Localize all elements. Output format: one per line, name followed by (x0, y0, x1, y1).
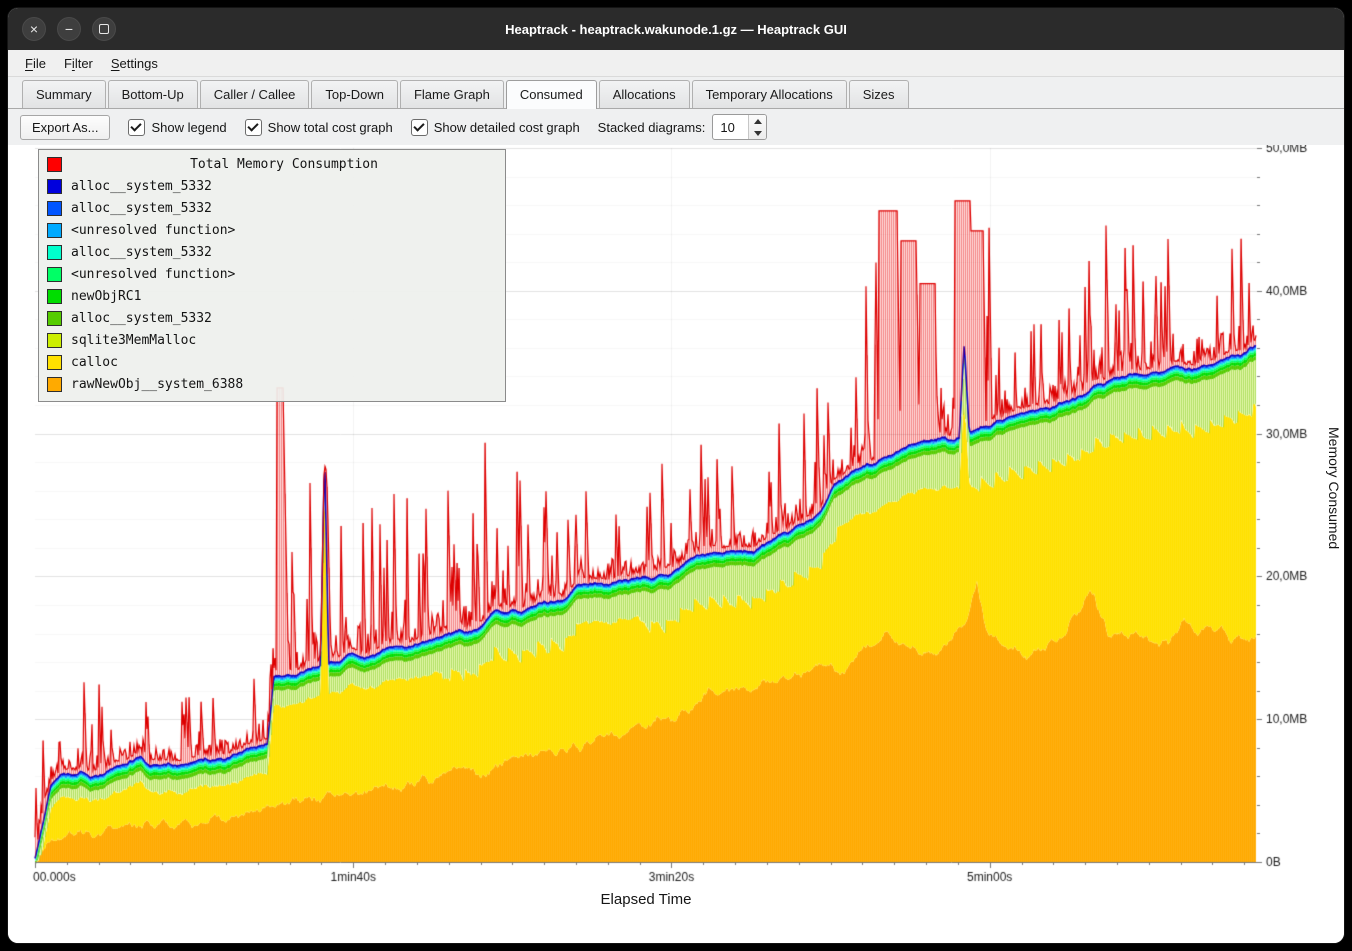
legend-item: calloc (44, 351, 500, 373)
menubar: File Filter Settings (8, 50, 1344, 77)
legend-label: <unresolved function> (71, 266, 236, 282)
legend-item: rawNewObj__system_6388 (44, 373, 500, 395)
close-icon: × (29, 21, 39, 37)
export-as-button[interactable]: Export As... (20, 114, 111, 140)
close-button[interactable]: × (22, 17, 46, 41)
legend-label: newObjRC1 (71, 288, 142, 304)
minimize-icon: − (64, 21, 74, 37)
checkbox-box[interactable] (244, 118, 262, 136)
legend-label: rawNewObj__system_6388 (71, 376, 244, 392)
checkbox-show-legend[interactable]: Show legend (128, 118, 227, 136)
consumed-chart-panel: Total Memory Consumption alloc__system_53… (8, 145, 1344, 943)
legend-label: alloc__system_5332 (71, 178, 212, 194)
tab-flame-graph[interactable]: Flame Graph (399, 80, 504, 108)
legend-swatch (47, 222, 62, 238)
checkbox-box[interactable] (410, 118, 428, 136)
spin-up-button[interactable] (749, 115, 766, 127)
checkbox-show-total-cost-graph[interactable]: Show total cost graph (244, 118, 393, 136)
checkbox-show-detailed-cost-graph[interactable]: Show detailed cost graph (410, 118, 580, 136)
legend-label: alloc__system_5332 (71, 244, 212, 260)
legend-label: Total Memory Consumption (190, 156, 378, 172)
legend-swatch (47, 178, 62, 194)
tab-caller-callee[interactable]: Caller / Callee (199, 80, 310, 108)
menu-item-filter[interactable]: Filter (63, 55, 93, 71)
legend-swatch (47, 332, 62, 348)
legend-label: calloc (71, 354, 118, 370)
legend-item: <unresolved function> (44, 263, 500, 285)
legend-swatch (47, 310, 62, 326)
legend-swatch (47, 244, 62, 260)
chart-legend: Total Memory Consumption alloc__system_53… (38, 149, 506, 402)
legend-title-row: Total Memory Consumption (44, 153, 500, 175)
legend-swatch (47, 266, 62, 282)
titlebar: × − Heaptrack - heaptrack.wakunode.1.gz … (8, 8, 1344, 50)
checkbox-label: Show legend (151, 119, 227, 135)
legend-swatch (47, 376, 62, 392)
checkbox-box[interactable] (128, 118, 146, 136)
legend-swatch (47, 200, 62, 216)
legend-item: <unresolved function> (44, 219, 500, 241)
menu-item-settings[interactable]: Settings (110, 55, 158, 71)
checkbox-label: Show total cost graph (267, 119, 393, 135)
tabbar: Summary Bottom-Up Caller / Callee Top-Down F… (8, 77, 1344, 109)
y-axis-title: Memory Consumed (1326, 427, 1342, 550)
menu-item-file[interactable]: File (25, 55, 46, 71)
window-controls: × − (8, 17, 116, 41)
legend-label: <unresolved function> (71, 222, 236, 238)
legend-item: alloc__system_5332 (44, 241, 500, 263)
checkbox-label: Show detailed cost graph (433, 119, 580, 135)
tab-sizes[interactable]: Sizes (848, 80, 909, 108)
legend-label: alloc__system_5332 (71, 310, 212, 326)
legend-swatch (47, 288, 62, 304)
legend-label: alloc__system_5332 (71, 200, 212, 216)
chevron-down-icon (753, 130, 762, 136)
tab-bottom-up[interactable]: Bottom-Up (107, 80, 198, 108)
heaptrack-window: × − Heaptrack - heaptrack.wakunode.1.gz … (8, 8, 1344, 943)
spin-buttons (748, 115, 767, 139)
legend-item: alloc__system_5332 (44, 197, 500, 219)
legend-item: alloc__system_5332 (44, 175, 500, 197)
spin-down-button[interactable] (749, 127, 766, 139)
legend-item: alloc__system_5332 (44, 307, 500, 329)
legend-label: sqlite3MemMalloc (71, 332, 197, 348)
legend-item: newObjRC1 (44, 285, 500, 307)
legend-swatch (47, 354, 62, 370)
tab-temporary-allocations[interactable]: Temporary Allocations (691, 80, 847, 108)
tab-top-down[interactable]: Top-Down (311, 80, 398, 108)
checkbox-group: Show legend Show total cost graph Show det… (128, 118, 580, 136)
tab-consumed[interactable]: Consumed (505, 80, 597, 109)
toolbar: Export As... Show legend Show total cost … (8, 109, 1344, 145)
tab-allocations[interactable]: Allocations (598, 80, 690, 108)
stacked-diagrams-value[interactable]: 10 (720, 119, 735, 135)
stacked-diagrams-spinbox[interactable]: 10 (712, 114, 768, 140)
legend-swatch (47, 156, 62, 172)
window-title: Heaptrack - heaptrack.wakunode.1.gz — He… (505, 21, 847, 37)
maximize-icon (99, 24, 109, 34)
legend-item: sqlite3MemMalloc (44, 329, 500, 351)
maximize-button[interactable] (92, 17, 116, 41)
x-axis-title: Elapsed Time (600, 891, 692, 908)
stacked-diagrams-row: Stacked diagrams: 10 (598, 114, 768, 140)
chevron-up-icon (753, 118, 762, 124)
minimize-button[interactable]: − (57, 17, 81, 41)
stacked-diagrams-label: Stacked diagrams: (597, 119, 706, 135)
tab-summary[interactable]: Summary (22, 80, 106, 108)
